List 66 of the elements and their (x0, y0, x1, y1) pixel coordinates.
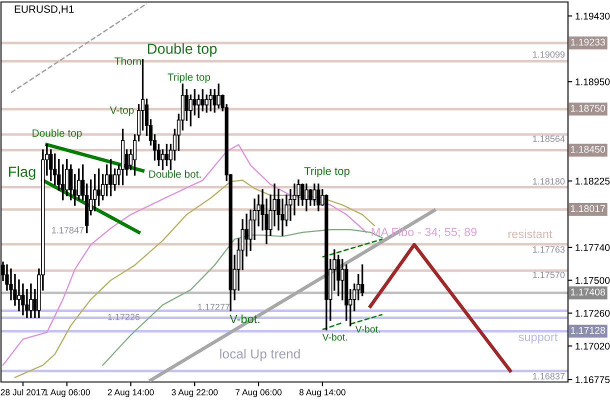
candlestick (17, 279, 21, 312)
y-tick-label: 1.17500 (576, 276, 610, 284)
annotation: 1.17226 (108, 314, 140, 320)
annotation: 1.17847 (52, 227, 84, 234)
x-tick-label: 28 Jul 2017 (0, 388, 46, 396)
candlestick (108, 158, 113, 196)
chart-title: EURUSD,H1 (14, 5, 74, 14)
x-tick-label: 1 Aug 06:00 (44, 389, 90, 398)
annotation: Flag (9, 166, 36, 180)
candlestick (200, 89, 204, 112)
annotation: 1.18180 (533, 178, 565, 185)
annotation: V-bot. (322, 333, 347, 341)
ref-line-label: 1.18450 (571, 146, 606, 153)
annotation: 1.17570 (533, 272, 565, 278)
y-tick-label: 1.18950 (576, 78, 610, 86)
candlestick (196, 94, 200, 118)
ref-line-label: 1.18017 (571, 205, 605, 212)
x-tick-label: 8 Aug 14:00 (299, 389, 346, 398)
candlestick (360, 264, 364, 296)
candlestick (304, 184, 308, 212)
candlestick (164, 144, 169, 166)
annotation: 1.18564 (533, 136, 565, 142)
annotation: Double top (32, 129, 82, 139)
annotation: V-top (110, 106, 134, 116)
annotation: Double top (148, 43, 217, 57)
candlestick (21, 284, 25, 316)
annotation: V-bot. (355, 325, 380, 333)
x-tick-label: 2 Aug 14:00 (108, 389, 154, 398)
ref-line-label: 1.18750 (571, 104, 606, 112)
annotation: Double bot. (149, 170, 201, 178)
candlestick (216, 84, 220, 109)
annotation: 1.19099 (533, 51, 565, 58)
ref-line-label: 1.17128 (571, 326, 605, 334)
annotation: Thorn (114, 57, 141, 65)
y-tick-label: 1.16775 (576, 376, 610, 384)
candlestick (112, 168, 117, 191)
y-tick-label: 1.19430 (576, 12, 610, 20)
y-tick-label: 1.17020 (576, 342, 610, 350)
annotation: 1.17763 (533, 246, 565, 253)
ref-line-label: 1.19233 (571, 38, 605, 46)
x-tick-label: 7 Aug 06:00 (236, 389, 282, 398)
candlestick (104, 164, 109, 196)
annotation: 1.16837 (533, 373, 565, 380)
annotation: resistant (508, 229, 552, 238)
candlestick (160, 149, 165, 170)
y-tick-label: 1.18225 (576, 178, 610, 185)
annotation: V-bot. (230, 314, 260, 324)
candlestick (29, 284, 33, 318)
y-tick-label: 1.17740 (576, 244, 610, 252)
candlestick (192, 89, 196, 116)
annotation: Triple top (168, 73, 210, 83)
annotation: support (518, 333, 558, 344)
annotation: Triple top (304, 166, 350, 178)
candlestick (308, 189, 312, 206)
candlestick (97, 168, 101, 206)
annotation: 1.17277 (198, 304, 230, 310)
candlestick (244, 214, 248, 256)
candlestick (208, 89, 212, 112)
y-tick-label: 1.17260 (576, 310, 610, 317)
candlestick (312, 184, 316, 206)
candlestick (316, 184, 320, 212)
x-tick-label: 3 Aug 22:00 (172, 389, 218, 398)
candlestick (212, 89, 216, 113)
candlestick (65, 158, 69, 196)
annotation: local Up trend (220, 348, 300, 362)
ref-line-label: 1.17408 (571, 288, 605, 296)
